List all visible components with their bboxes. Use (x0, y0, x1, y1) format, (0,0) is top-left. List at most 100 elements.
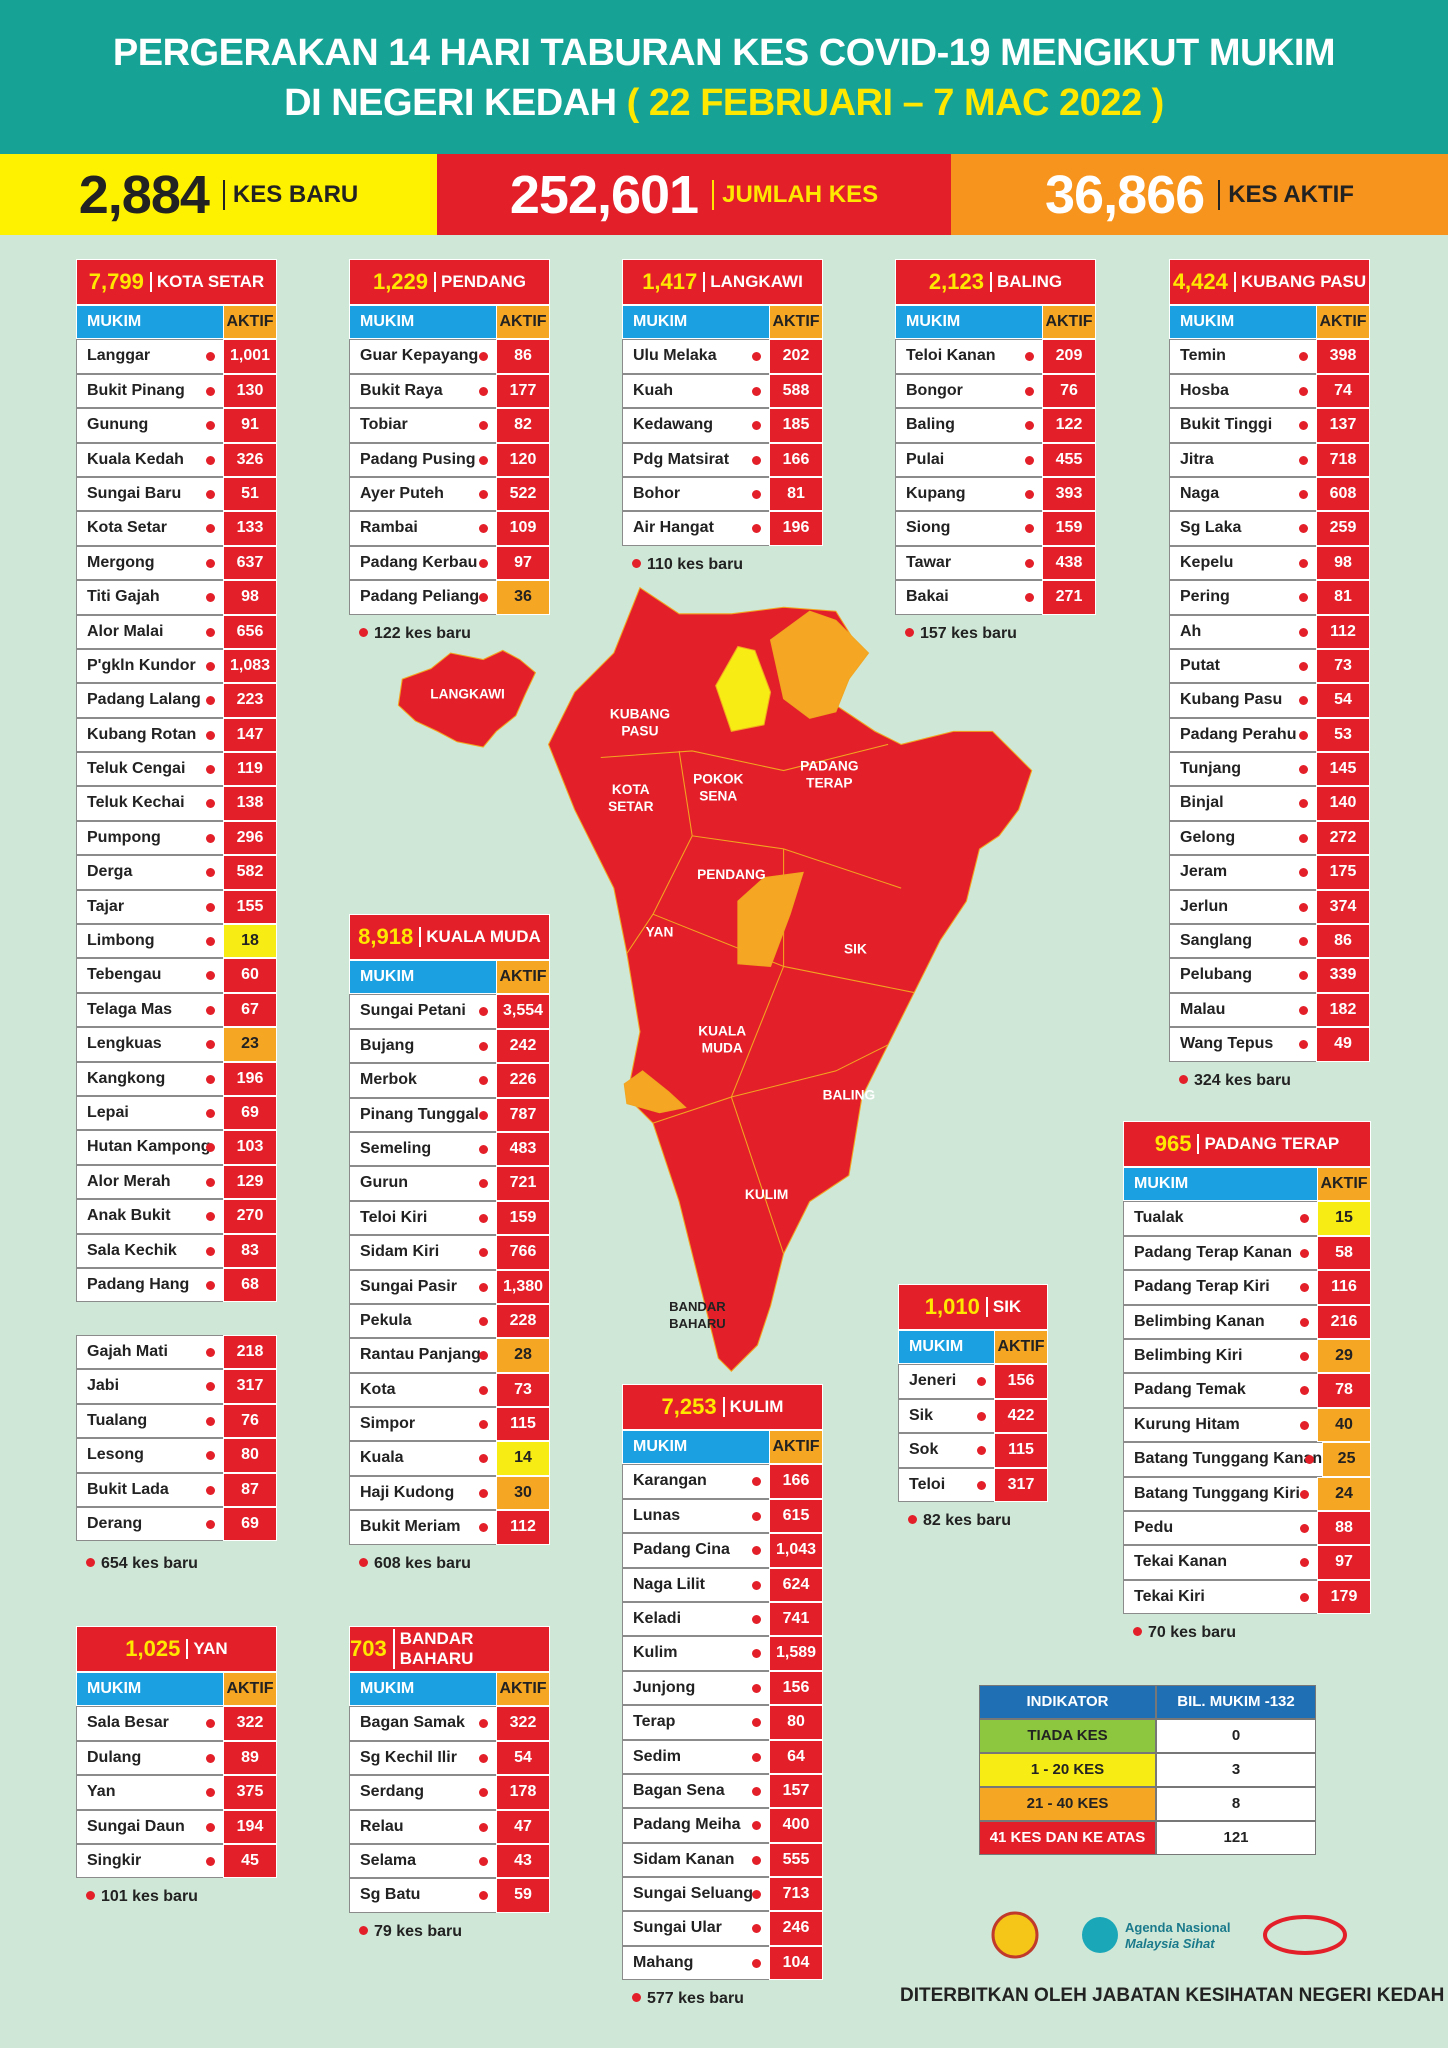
active-count: 228 (496, 1303, 550, 1339)
active-count: 322 (223, 1706, 277, 1741)
new-case-dot (206, 1212, 215, 1222)
mukim-name: Sungai Baru (76, 476, 223, 512)
mukim-name: Sala Kechik (76, 1233, 223, 1268)
table-row: Selama 43 (349, 1843, 550, 1879)
table-row: Ayer Puteh 522 (349, 476, 550, 512)
new-case-dot (1025, 352, 1034, 362)
mukim-label: Tajar (87, 897, 125, 915)
mukim-name: Padang Perahu (1169, 717, 1316, 753)
mukim-name: Padang Hang (76, 1267, 223, 1303)
mukim-label: Batang Tunggang Kanan (1134, 1450, 1323, 1468)
mukim-label: Teloi Kiri (360, 1208, 428, 1226)
header-aktif: AKTIF (769, 305, 823, 340)
table-row: Sik 422 (898, 1398, 1048, 1434)
active-count: 1,380 (496, 1269, 550, 1304)
table-row: Bukit Raya 177 (349, 373, 550, 409)
mukim-label: Pedu (1134, 1518, 1174, 1536)
new-case-dot (206, 1519, 215, 1529)
table-row: Wang Tepus 49 (1169, 1027, 1370, 1062)
new-cases: 110 kes baru (632, 556, 743, 574)
new-case-dot (479, 1213, 488, 1223)
new-case-dot (1025, 455, 1034, 465)
mukim-name: Kurung Hitam (1123, 1407, 1317, 1443)
mukim-label: Pulai (906, 450, 945, 468)
new-case-dot (479, 1753, 488, 1763)
table-row: Gajah Mati 218 (76, 1335, 277, 1370)
table-row: Padang Pusing 120 (349, 442, 550, 477)
map-label: SENA (699, 789, 737, 804)
active-count: 209 (1042, 339, 1096, 374)
active-count: 59 (496, 1878, 550, 1913)
mukim-name: Teloi Kanan (895, 339, 1042, 374)
table-row: Kubang Pasu 54 (1169, 683, 1370, 718)
active-count: 60 (223, 958, 277, 993)
new-case-dot (206, 661, 215, 671)
mukim-label: Tualak (1134, 1209, 1184, 1227)
mukim-name: Haji Kudong (349, 1475, 496, 1511)
new-case-dot (977, 1411, 986, 1421)
table-row: Gelong 272 (1169, 820, 1370, 856)
table-row: Sungai Ular 246 (622, 1911, 823, 1946)
district-name: KUBANG PASU (1233, 272, 1366, 292)
new-case-dot (1299, 627, 1308, 637)
new-case-dot (206, 593, 215, 603)
active-count: 53 (1316, 717, 1370, 753)
active-count: 196 (769, 511, 823, 546)
district-total: 1,025 (125, 1636, 181, 1661)
active-count: 194 (223, 1809, 277, 1844)
active-count: 130 (223, 373, 277, 409)
active-count: 86 (496, 339, 550, 374)
mukim-name: Bujang (349, 1028, 496, 1064)
mukim-label: Anak Bukit (87, 1207, 171, 1225)
active-count: 83 (223, 1233, 277, 1268)
table-row: Pedu 88 (1123, 1510, 1371, 1546)
new-case-dot (1300, 1592, 1309, 1602)
active-count: 67 (223, 992, 277, 1028)
district-name: PADANG TERAP (1197, 1134, 1339, 1154)
mukim-label: Alor Merah (87, 1172, 171, 1190)
mukim-label: Merbok (360, 1071, 417, 1089)
new-case-dot (752, 1718, 761, 1728)
mukim-name: Selama (349, 1843, 496, 1879)
mukim-name: Sok (898, 1433, 994, 1468)
new-case-dot (752, 1649, 761, 1659)
mukim-name: Siong (895, 511, 1042, 546)
table-row: Yan 375 (76, 1775, 277, 1810)
mukim-name: Jeram (1169, 855, 1316, 890)
table-row: Sg Laka 259 (1169, 511, 1370, 546)
active-count: 317 (223, 1369, 277, 1404)
table-header: MUKIM AKTIF (1123, 1167, 1371, 1202)
table-row: Padang Meiha 400 (622, 1808, 823, 1843)
new-case-dot (479, 489, 488, 499)
mukim-name: Sedim (622, 1739, 769, 1774)
mukim-label: Bujang (360, 1036, 415, 1054)
mukim-name: Sungai Seluang (622, 1877, 769, 1912)
new-case-dot (977, 1377, 986, 1387)
active-count: 81 (1316, 580, 1370, 615)
mukim-name: Ah (1169, 614, 1316, 649)
mukim-name: Belimbing Kiri (1123, 1338, 1317, 1374)
mukim-label: Kota Setar (87, 519, 168, 537)
new-case-dot (1300, 1386, 1309, 1396)
new-case-dot (752, 1924, 761, 1934)
mukim-name: Kedawang (622, 408, 769, 443)
district-total: 7,799 (88, 269, 144, 294)
new-case-dot (206, 1856, 215, 1866)
new-case-dot (206, 455, 215, 465)
new-case-dot (752, 524, 761, 534)
table-row: Jerlun 374 (1169, 889, 1370, 925)
mukim-name: Tualang (76, 1403, 223, 1439)
table-row: Jabi 317 (76, 1369, 277, 1404)
table-row: Kurung Hitam 40 (1123, 1407, 1371, 1443)
table-row: Siong 159 (895, 511, 1096, 546)
map-label: YAN (646, 924, 674, 939)
table-row: Kota Setar 133 (76, 511, 277, 546)
district-name: KULIM (722, 1397, 783, 1417)
active-count: 81 (769, 476, 823, 512)
header-aktif: AKTIF (496, 1672, 550, 1707)
mukim-label: Selama (360, 1851, 417, 1869)
mukim-label: Gelong (1180, 828, 1236, 846)
new-case-dot (752, 421, 761, 431)
table-header: MUKIM AKTIF (895, 305, 1096, 340)
